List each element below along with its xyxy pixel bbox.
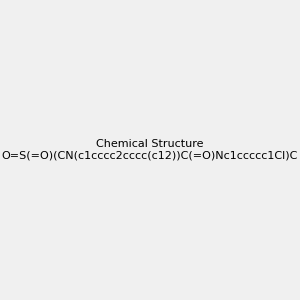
Text: Chemical Structure
O=S(=O)(CN(c1cccc2cccc(c12))C(=O)Nc1ccccc1Cl)C: Chemical Structure O=S(=O)(CN(c1cccc2ccc… (2, 139, 298, 161)
